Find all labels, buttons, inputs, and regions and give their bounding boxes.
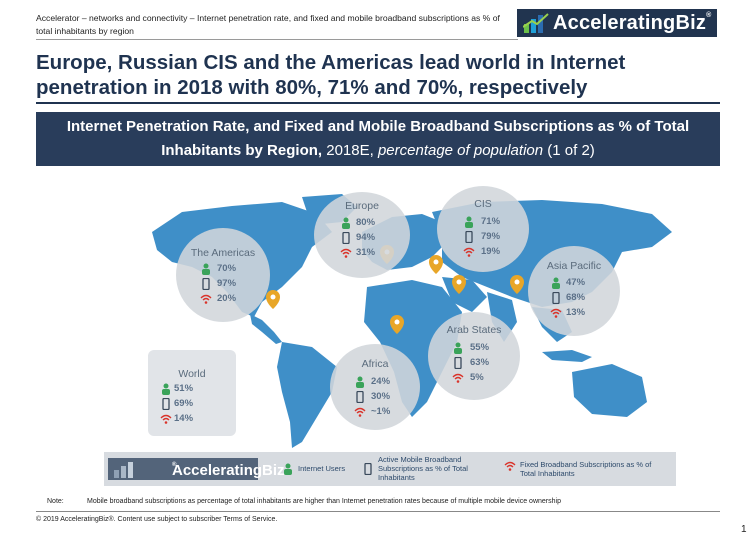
region-americas: The Americas 70% 97% 20% xyxy=(176,228,270,322)
legend-mobile: Active Mobile Broadband Subscriptions as… xyxy=(378,455,468,482)
legend-logo: AcceleratingBiz ® xyxy=(108,458,285,480)
mobile-icon xyxy=(465,231,473,243)
person-icon xyxy=(465,216,473,228)
logo-chart-icon xyxy=(523,13,549,33)
logo-text: AcceleratingBiz® xyxy=(553,11,712,34)
chart-subtitle: Internet Penetration Rate, and Fixed and… xyxy=(36,112,720,166)
wifi-icon xyxy=(550,308,562,318)
mobile-icon xyxy=(342,232,350,244)
wifi-icon xyxy=(463,247,475,257)
legend: AcceleratingBiz ® Internet Users Active M… xyxy=(104,452,676,486)
mobile-icon xyxy=(162,398,170,410)
wifi-icon xyxy=(160,414,172,424)
person-icon xyxy=(202,263,210,275)
region-europe: Europe 80% 94% 31% xyxy=(314,192,410,278)
wifi-icon xyxy=(354,407,366,417)
mobile-icon xyxy=(454,357,462,369)
footer-divider xyxy=(36,511,720,512)
person-icon xyxy=(342,217,350,229)
region-asia-pacific: Asia Pacific 47% 68% 13% xyxy=(528,246,620,336)
header-divider xyxy=(36,39,518,40)
mobile-icon xyxy=(552,292,560,304)
wifi-icon xyxy=(200,294,212,304)
region-cis: CIS 71% 79% 19% xyxy=(437,186,529,272)
person-icon xyxy=(356,376,364,388)
breadcrumb: Accelerator – networks and connectivity … xyxy=(36,13,500,36)
region-arab-states: Arab States 55% 63% 5% xyxy=(428,312,520,400)
title-divider xyxy=(36,102,720,104)
mobile-icon xyxy=(202,278,210,290)
region-africa: Africa 24% 30% ~1% xyxy=(330,344,420,430)
wifi-icon xyxy=(504,461,516,471)
page-number: 1 xyxy=(741,524,747,535)
mobile-icon xyxy=(364,463,372,475)
note-text: Mobile broadband subscriptions as percen… xyxy=(87,498,561,505)
copyright: © 2019 AcceleratingBiz®. Content use sub… xyxy=(36,516,278,523)
legend-fixed: Fixed Broadband Subscriptions as % of To… xyxy=(520,460,652,478)
logo-chart-icon xyxy=(114,462,133,478)
note-label: Note: xyxy=(47,498,64,505)
person-icon xyxy=(552,277,560,289)
person-icon xyxy=(284,463,292,475)
person-icon xyxy=(162,383,170,395)
page-title: Europe, Russian CIS and the Americas lea… xyxy=(36,51,626,99)
logo: AcceleratingBiz® xyxy=(517,9,717,37)
person-icon xyxy=(454,342,462,354)
mobile-icon xyxy=(356,391,364,403)
legend-internet: Internet Users xyxy=(298,464,346,473)
region-world: World 51% 69% 14% xyxy=(148,350,236,436)
wifi-icon xyxy=(452,373,464,383)
wifi-icon xyxy=(340,248,352,258)
